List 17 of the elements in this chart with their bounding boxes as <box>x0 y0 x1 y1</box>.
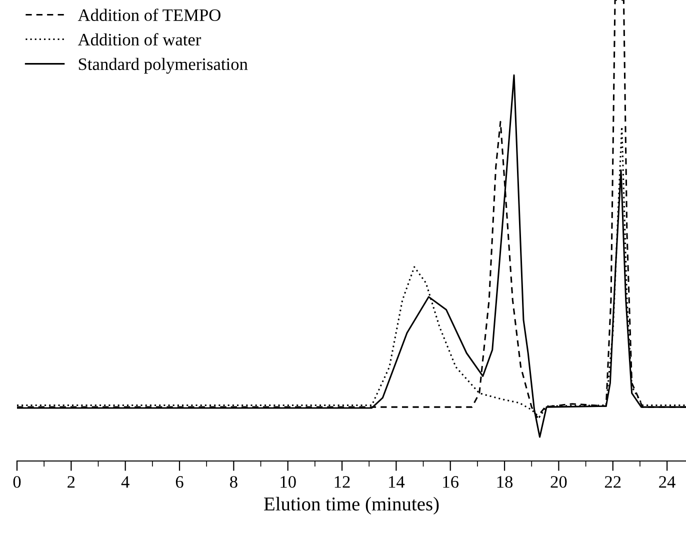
x-tick-label: 0 <box>13 476 21 488</box>
x-tick-label: 12 <box>334 476 350 488</box>
x-tick-label: 24 <box>659 476 676 488</box>
x-tick-label: 20 <box>550 476 567 488</box>
x-axis-title: Elution time (minutes) <box>264 496 439 515</box>
legend-label: Addition of water <box>78 33 202 46</box>
x-tick-label: 8 <box>230 476 238 488</box>
x-tick-label: 2 <box>68 476 75 488</box>
x-tick-label: 4 <box>121 476 130 488</box>
x-tick-label: 22 <box>604 476 621 488</box>
legend-label: Addition of TEMPO <box>78 8 220 22</box>
x-tick-label: 16 <box>443 476 459 488</box>
legend-label: Standard polymerisation <box>78 58 248 74</box>
x-tick-label: 18 <box>497 476 513 488</box>
x-tick-label: 10 <box>280 476 296 488</box>
x-tick-label: 14 <box>389 476 405 488</box>
x-tick-label: 6 <box>176 476 184 488</box>
